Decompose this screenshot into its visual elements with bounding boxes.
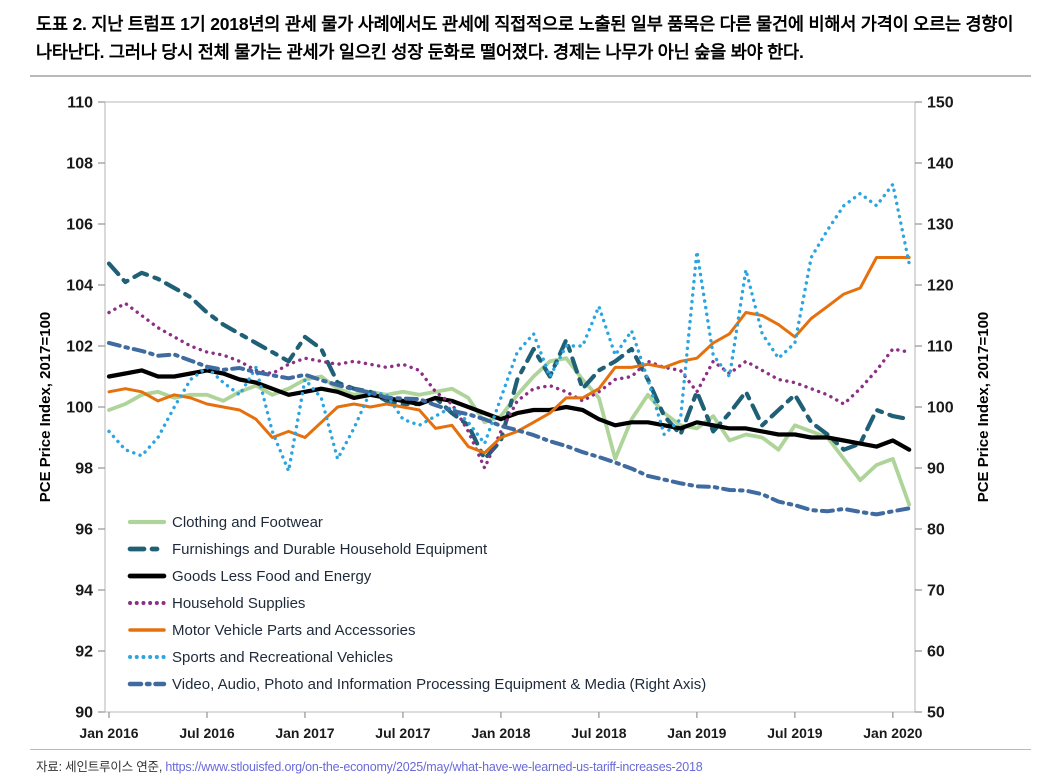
chart-area: 90 92 94 96 98 100 102 104 106 108 110 50 60 70 80 90 10…	[0, 77, 1061, 749]
source-line: 자료: 세인트루이스 연준, https://www.stlouisfed.or…	[0, 750, 1061, 775]
series-line-sports-and-recreational-vehicles	[107, 182, 911, 473]
right-axis-tick-label: 110	[927, 338, 953, 355]
pce-line-chart: 90 92 94 96 98 100 102 104 106 108 110 50 60 70 80 90 10…	[37, 94, 992, 741]
x-axis-tick-label: Jan 2020	[863, 725, 922, 741]
x-axis-tick-label: Jul 2017	[375, 725, 430, 741]
legend-label: Sports and Recreational Vehicles	[172, 649, 393, 666]
legend-label: Household Supplies	[172, 595, 305, 612]
x-axis-tick-label: Jul 2019	[767, 725, 822, 741]
x-axis-tick-label: Jan 2018	[471, 725, 530, 741]
left-axis-tick-label: 94	[75, 582, 93, 599]
left-axis-tick-label: 108	[66, 155, 93, 172]
left-axis-title: PCE Price Index, 2017=100	[37, 311, 54, 502]
right-axis-tick-label: 50	[927, 704, 945, 721]
legend-label: Clothing and Footwear	[172, 514, 323, 531]
series-line-motor-vehicle-parts-and-accessories	[107, 255, 911, 454]
right-axis-tick-label: 100	[927, 399, 954, 416]
x-axis-tick-label: Jan 2019	[667, 725, 726, 741]
legend-label: Goods Less Food and Energy	[172, 568, 372, 585]
x-axis-tick-label: Jan 2016	[79, 725, 138, 741]
legend-label: Furnishings and Durable Household Equipm…	[172, 541, 488, 558]
right-axis-tick-label: 130	[927, 216, 954, 233]
left-axis-tick-label: 92	[75, 643, 93, 660]
left-axis-tick-label: 90	[75, 704, 93, 721]
left-axis-tick-label: 96	[75, 521, 93, 538]
x-axis-tick-label: Jul 2018	[571, 725, 626, 741]
right-axis-tick-label: 70	[927, 582, 945, 599]
left-axis-tick-label: 102	[66, 338, 93, 355]
x-axis-tick-label: Jul 2016	[179, 725, 234, 741]
series-line-furnishings-and-durable-household-equipment	[106, 261, 912, 461]
right-axis-tick-label: 150	[927, 94, 954, 111]
series-line-video-audio-photo-and-information-processing-equipment-media-right-axis	[107, 340, 912, 517]
source-prefix: 자료: 세인트루이스 연준,	[36, 759, 166, 774]
footer-divider	[30, 748, 1031, 750]
right-axis-tick-label: 120	[927, 277, 954, 294]
legend-label: Motor Vehicle Parts and Accessories	[172, 622, 415, 639]
title-divider	[30, 74, 1031, 77]
right-axis-title: PCE Price Index, 2017=100	[975, 311, 992, 502]
right-axis-tick-label: 60	[927, 643, 945, 660]
x-axis-tick-label: Jan 2017	[275, 725, 334, 741]
left-axis-tick-label: 104	[66, 277, 93, 294]
left-axis-tick-label: 110	[67, 94, 93, 111]
legend-label: Video, Audio, Photo and Information Proc…	[172, 676, 706, 693]
left-axis-tick-label: 106	[66, 216, 93, 233]
right-axis-tick-label: 90	[927, 460, 945, 477]
series-line-clothing-and-footwear	[107, 355, 912, 507]
right-axis-tick-label: 80	[927, 521, 945, 538]
figure-title: 도표 2. 지난 트럼프 1기 2018년의 관세 물가 사례에서도 관세에 직…	[36, 14, 1014, 63]
series-line-goods-less-food-and-energy	[106, 367, 912, 452]
right-axis-tick-label: 140	[927, 155, 954, 172]
left-axis-tick-label: 98	[75, 460, 93, 477]
left-axis-tick-label: 100	[66, 399, 93, 416]
source-url-link[interactable]: https://www.stlouisfed.org/on-the-econom…	[165, 759, 703, 774]
